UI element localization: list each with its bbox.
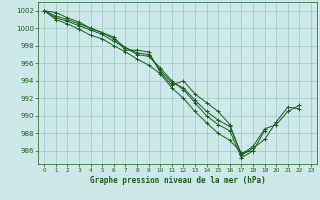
X-axis label: Graphe pression niveau de la mer (hPa): Graphe pression niveau de la mer (hPa) — [90, 176, 266, 185]
